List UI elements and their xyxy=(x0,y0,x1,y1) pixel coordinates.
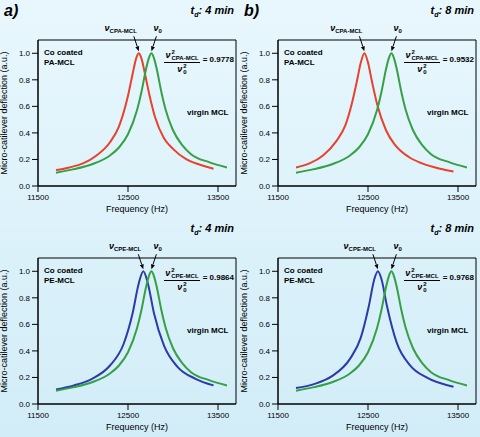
svg-text:ν0: ν0 xyxy=(393,23,402,34)
svg-text:12500: 12500 xyxy=(117,193,140,202)
svg-text:Micro-catilever deflection (a.: Micro-catilever deflection (a.u.) xyxy=(240,51,249,174)
html-text:ν2: ν2 xyxy=(417,63,427,74)
svg-text:0.0: 0.0 xyxy=(19,400,31,409)
html-text:CPA-MCL: CPA-MCL xyxy=(411,55,439,61)
svg-text:0.6: 0.6 xyxy=(259,320,271,329)
html-text:td: 4 min: td: 4 min xyxy=(190,4,234,19)
svg-text:0.8: 0.8 xyxy=(19,294,31,303)
svg-text:13500: 13500 xyxy=(447,411,470,420)
html-text:Co coated: Co coated xyxy=(284,266,323,275)
html-text:0: 0 xyxy=(423,69,427,75)
html-text:= 0.9778: = 0.9778 xyxy=(202,55,234,64)
svg-text:Frequency (Hz): Frequency (Hz) xyxy=(106,422,168,432)
html-text:Co coated: Co coated xyxy=(284,48,323,57)
html-text:virgin MCL: virgin MCL xyxy=(187,326,229,335)
svg-text:0.0: 0.0 xyxy=(259,400,271,409)
svg-text:0.6: 0.6 xyxy=(259,102,271,111)
svg-text:0.6: 0.6 xyxy=(19,102,31,111)
svg-text:1.0: 1.0 xyxy=(259,49,271,58)
svg-text:0.4: 0.4 xyxy=(259,129,271,138)
svg-text:0.8: 0.8 xyxy=(19,76,31,85)
html-text:0: 0 xyxy=(183,287,187,293)
svg-text:0.2: 0.2 xyxy=(19,373,31,382)
html-text:= 0.9864: = 0.9864 xyxy=(202,273,234,282)
html-text:Co coated: Co coated xyxy=(44,48,83,57)
html-text:ν2: ν2 xyxy=(177,281,187,292)
svg-text:11500: 11500 xyxy=(267,193,289,202)
svg-text:13500: 13500 xyxy=(207,411,230,420)
html-text:Co coated: Co coated xyxy=(44,266,83,275)
svg-text:12500: 12500 xyxy=(357,411,380,420)
html-text:td: 8 min: td: 8 min xyxy=(430,4,474,19)
svg-text:0.8: 0.8 xyxy=(259,76,271,85)
html-text:CPE-MCL: CPE-MCL xyxy=(171,273,199,279)
svg-text:12500: 12500 xyxy=(117,411,140,420)
svg-text:Micro-catilever deflection (a.: Micro-catilever deflection (a.u.) xyxy=(240,269,249,392)
svg-text:1.0: 1.0 xyxy=(259,267,271,276)
html-text:ν2: ν2 xyxy=(405,49,415,60)
html-text:a): a) xyxy=(4,2,19,19)
svg-text:Micro-catilever deflection (a.: Micro-catilever deflection (a.u.) xyxy=(0,269,9,392)
svg-text:0.4: 0.4 xyxy=(19,129,31,138)
html-text:ν2: ν2 xyxy=(417,281,427,292)
html-text:virgin MCL: virgin MCL xyxy=(427,326,469,335)
html-text:b): b) xyxy=(244,2,260,19)
svg-text:12500: 12500 xyxy=(357,193,380,202)
svg-text:0.0: 0.0 xyxy=(259,182,271,191)
html-text:PE-MCL: PE-MCL xyxy=(284,276,315,285)
svg-text:0.2: 0.2 xyxy=(259,155,271,164)
svg-text:ν0: ν0 xyxy=(153,241,162,252)
svg-text:Frequency (Hz): Frequency (Hz) xyxy=(106,204,168,214)
svg-text:13500: 13500 xyxy=(447,193,470,202)
svg-text:νCPE-MCL: νCPE-MCL xyxy=(109,241,142,252)
svg-text:0.2: 0.2 xyxy=(19,155,31,164)
svg-text:νCPE-MCL: νCPE-MCL xyxy=(344,241,377,252)
html-text:ν2: ν2 xyxy=(405,267,415,278)
html-text:PE-MCL: PE-MCL xyxy=(44,276,75,285)
html-text:= 0.9532: = 0.9532 xyxy=(442,55,474,64)
html-text:= 0.9768: = 0.9768 xyxy=(442,273,474,282)
svg-text:11500: 11500 xyxy=(267,411,289,420)
html-text:0: 0 xyxy=(183,69,187,75)
html-text:td: 4 min: td: 4 min xyxy=(190,222,234,237)
html-text:ν2: ν2 xyxy=(165,267,175,278)
svg-text:0.2: 0.2 xyxy=(259,373,271,382)
html-text:PA-MCL: PA-MCL xyxy=(44,58,75,67)
html-text:CPA-MCL: CPA-MCL xyxy=(171,55,199,61)
svg-text:Frequency (Hz): Frequency (Hz) xyxy=(346,204,408,214)
svg-text:ν0: ν0 xyxy=(153,23,162,34)
svg-text:νCPA-MCL: νCPA-MCL xyxy=(105,23,138,34)
html-text:ν2: ν2 xyxy=(165,49,175,60)
svg-text:0.4: 0.4 xyxy=(259,347,271,356)
svg-text:ν0: ν0 xyxy=(393,241,402,252)
svg-text:0.6: 0.6 xyxy=(19,320,31,329)
html-text:td: 8 min: td: 8 min xyxy=(430,222,474,237)
html-text:virgin MCL: virgin MCL xyxy=(187,108,229,117)
svg-text:νCPA-MCL: νCPA-MCL xyxy=(330,23,363,34)
html-text:0: 0 xyxy=(423,287,427,293)
svg-text:0.0: 0.0 xyxy=(19,182,31,191)
html-text:PA-MCL: PA-MCL xyxy=(284,58,315,67)
svg-text:Micro-catilever deflection (a.: Micro-catilever deflection (a.u.) xyxy=(0,51,9,174)
html-text:ν2: ν2 xyxy=(177,63,187,74)
svg-text:1.0: 1.0 xyxy=(19,49,31,58)
html-text:virgin MCL: virgin MCL xyxy=(427,108,469,117)
svg-text:11500: 11500 xyxy=(27,193,49,202)
svg-text:0.4: 0.4 xyxy=(19,347,31,356)
svg-text:1.0: 1.0 xyxy=(19,267,31,276)
svg-text:0.8: 0.8 xyxy=(259,294,271,303)
svg-text:Frequency (Hz): Frequency (Hz) xyxy=(346,422,408,432)
svg-text:11500: 11500 xyxy=(27,411,49,420)
svg-text:13500: 13500 xyxy=(207,193,230,202)
html-text:CPE-MCL: CPE-MCL xyxy=(411,273,439,279)
